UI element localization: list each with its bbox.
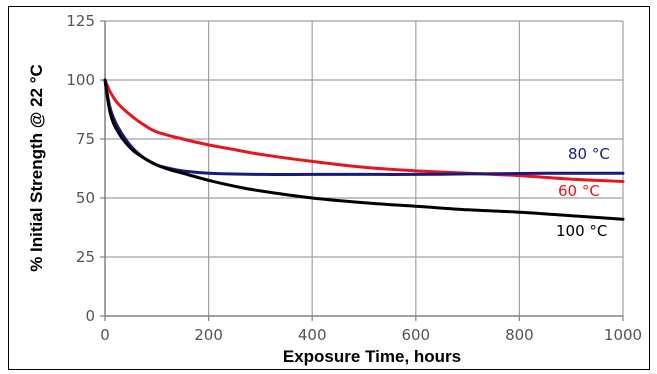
series-line-80-cc [103, 78, 625, 176]
x-tick-label: 600 [401, 326, 430, 344]
series-lines [103, 78, 625, 221]
y-tick-label: 25 [76, 248, 95, 266]
x-tick-label: 400 [298, 326, 327, 344]
series-label-100-cc: 100 °C [556, 222, 607, 240]
x-tick-label: 800 [505, 326, 534, 344]
y-tick-label: 125 [66, 12, 95, 30]
axes [100, 20, 624, 321]
grid [105, 20, 624, 316]
x-tick-label: 1000 [604, 326, 642, 344]
series-label-80-cc: 80 °C [568, 145, 610, 163]
series-line-60-cc [103, 78, 625, 183]
series-line-100-cc [103, 78, 625, 221]
x-tick-label: 0 [100, 326, 110, 344]
x-tick-label: 200 [194, 326, 223, 344]
chart-frame [8, 6, 650, 370]
x-axis-title: Exposure Time, hours [283, 347, 461, 366]
y-tick-label: 75 [76, 130, 95, 148]
y-tick-label: 50 [76, 189, 95, 207]
y-axis-title: % Initial Strength @ 22 °C [27, 64, 46, 272]
y-tick-label: 100 [66, 71, 95, 89]
y-tick-label: 0 [85, 307, 95, 325]
series-label-60-cc: 60 °C [558, 182, 600, 200]
labels: 0 200 400 600 800 1000 0 25 50 75 100 125 80 °C 60 °C… [66, 12, 642, 344]
